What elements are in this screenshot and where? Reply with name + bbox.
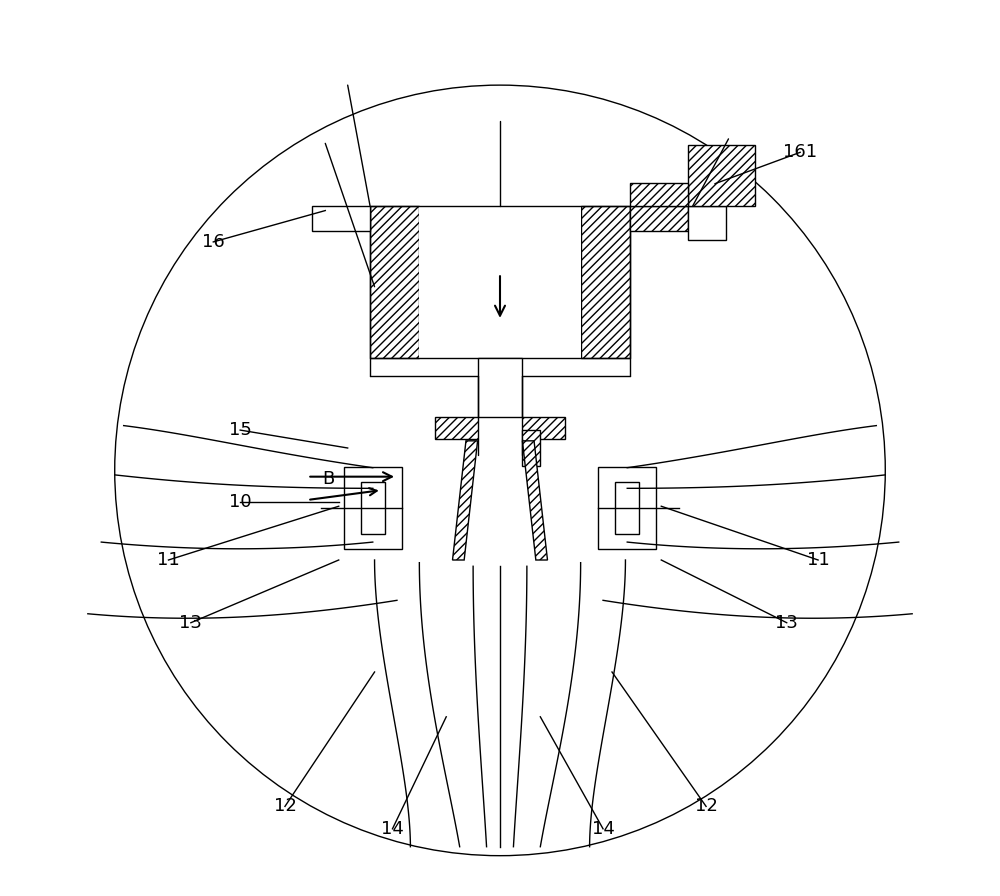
Bar — [361, 482, 385, 534]
Bar — [370, 206, 419, 358]
Bar — [630, 183, 688, 206]
Bar — [370, 206, 630, 358]
Bar — [522, 430, 540, 466]
Bar — [435, 417, 478, 439]
Text: 11: 11 — [157, 551, 180, 569]
Bar — [688, 145, 755, 206]
Text: 10: 10 — [229, 493, 251, 511]
Bar — [598, 467, 656, 549]
Text: 13: 13 — [179, 614, 202, 632]
Polygon shape — [522, 441, 547, 560]
Text: 16: 16 — [202, 233, 225, 251]
Bar — [344, 467, 402, 549]
Bar — [688, 206, 726, 240]
Bar — [522, 417, 565, 439]
Text: 14: 14 — [381, 820, 404, 838]
Text: 15: 15 — [229, 421, 252, 439]
Text: 11: 11 — [807, 551, 829, 569]
Bar — [630, 206, 688, 231]
Text: B: B — [322, 470, 334, 487]
Bar — [581, 206, 630, 358]
Text: 161: 161 — [783, 143, 817, 161]
Text: 14: 14 — [592, 820, 614, 838]
Text: 12: 12 — [695, 797, 718, 815]
Bar — [478, 358, 522, 417]
Text: 13: 13 — [775, 614, 798, 632]
Polygon shape — [453, 441, 478, 560]
Bar — [312, 206, 370, 231]
Bar — [419, 206, 581, 358]
Bar — [615, 482, 639, 534]
Text: 12: 12 — [274, 797, 296, 815]
